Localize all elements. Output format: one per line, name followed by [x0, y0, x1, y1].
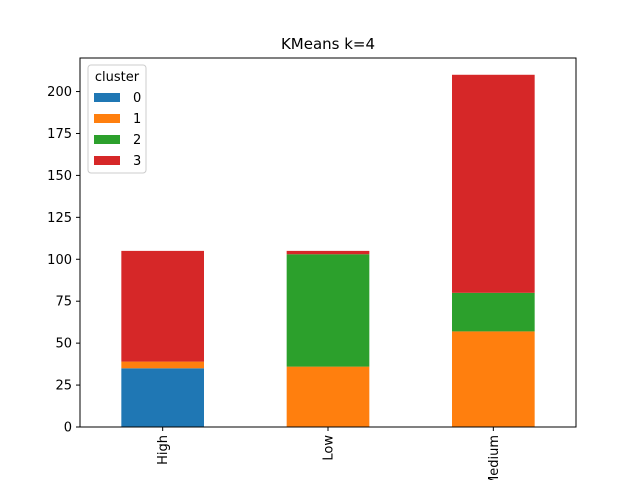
- legend-swatch-cluster-3: [94, 156, 120, 165]
- bars-group: [121, 74, 535, 427]
- legend-label-cluster-3: 3: [133, 154, 141, 169]
- legend: cluster 0 1 2 3: [87, 64, 147, 174]
- y-tick-label: 25: [55, 379, 72, 394]
- chart-title: KMeans k=4: [281, 35, 375, 53]
- legend-label-cluster-2: 2: [133, 133, 141, 148]
- bar-high-cluster-1: [121, 361, 204, 369]
- bar-low-cluster-1: [286, 366, 370, 427]
- bar-high-cluster-0: [121, 368, 204, 427]
- y-tick-label: 75: [55, 295, 72, 310]
- legend-title: cluster: [95, 70, 140, 85]
- y-tick-label: 200: [47, 85, 72, 100]
- legend-label-cluster-0: 0: [133, 91, 141, 106]
- legend-swatch-cluster-0: [94, 93, 120, 102]
- bar-high-cluster-3: [121, 250, 204, 362]
- y-tick-label: 175: [47, 127, 72, 142]
- x-tick-label-medium: Medium: [487, 435, 502, 480]
- legend-swatch-cluster-2: [94, 135, 120, 144]
- bar-low-cluster-2: [286, 254, 370, 367]
- y-tick-label: 125: [47, 211, 72, 226]
- x-axis: High Low Medium: [156, 427, 502, 480]
- bar-low-cluster-3: [286, 250, 370, 255]
- bar-medium-cluster-2: [452, 292, 535, 332]
- y-axis: 0 25 50 75 100 125 150 175 200: [47, 85, 80, 436]
- y-tick-label: 100: [47, 253, 72, 268]
- y-tick-label: 0: [64, 421, 72, 436]
- legend-label-cluster-1: 1: [133, 112, 141, 127]
- bar-medium-cluster-3: [452, 74, 535, 293]
- x-tick-label-high: High: [156, 435, 171, 465]
- y-tick-label: 50: [55, 337, 72, 352]
- bar-medium-cluster-1: [452, 331, 535, 427]
- y-tick-label: 150: [47, 169, 72, 184]
- legend-swatch-cluster-1: [94, 114, 120, 123]
- x-tick-label-low: Low: [322, 435, 337, 461]
